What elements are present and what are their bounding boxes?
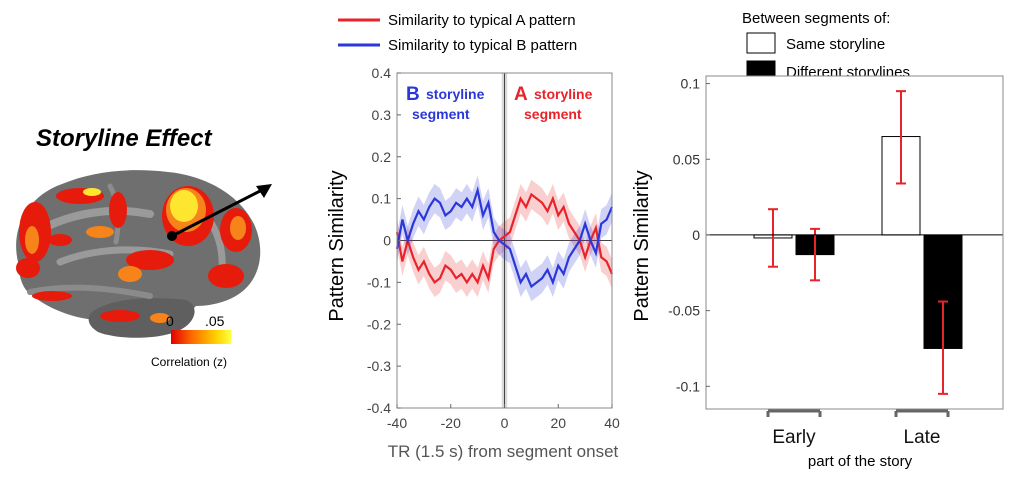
brain-panel: Storyline Effect	[16, 125, 272, 369]
annotation-a-line1: storyline	[534, 86, 593, 102]
category-label-early: Early	[772, 427, 816, 448]
bar-chart: Between segments of: Same storyline Diff…	[631, 10, 1004, 470]
bar-y-axis-label: Pattern Similarity	[631, 170, 653, 321]
activation-map	[16, 186, 252, 323]
y-tick-label: 0	[383, 233, 391, 249]
annotation-b-line2: segment	[412, 106, 470, 122]
legend-label-same: Same storyline	[786, 36, 885, 53]
y-tick-label: 0.3	[372, 107, 392, 123]
line-x-axis-label: TR (1.5 s) from segment onset	[388, 442, 619, 461]
annotation-b-letter: B	[406, 84, 420, 105]
x-tick-label: 40	[604, 415, 620, 431]
bar-legend: Between segments of: Same storyline Diff…	[742, 10, 910, 82]
colorbar-title: Correlation (z)	[151, 355, 227, 369]
x-tick-label: -20	[441, 415, 461, 431]
series-line-a	[395, 192, 614, 285]
bar-y-tick-label: 0.1	[681, 76, 701, 92]
annotation-b-line1: storyline	[426, 86, 485, 102]
series-line-b	[395, 185, 614, 289]
y-tick-label: 0.1	[372, 191, 392, 207]
temporal-lobe	[88, 298, 195, 338]
y-tick-label: 0.2	[372, 149, 392, 165]
pointer-arrow-line	[171, 188, 263, 238]
panel-title: Storyline Effect	[36, 125, 213, 152]
line-y-axis-label: Pattern Similarity	[326, 170, 348, 321]
bar-plot-frame	[705, 75, 1004, 410]
legend-label-b: Similarity to typical B pattern	[388, 37, 577, 54]
x-tick-label: 20	[550, 415, 566, 431]
line-legend: Similarity to typical A pattern Similari…	[338, 12, 577, 54]
annotation-a: A storyline segment	[514, 84, 593, 122]
colorbar: 0 .05 Correlation (z)	[151, 313, 231, 369]
line-plot-area: 0.4 0.3 0.2 0.1 0 -0.1 -0.2 -0.3 -0.4-40 -20 0 20 40	[367, 65, 620, 431]
pointer-arrow-head	[256, 184, 272, 198]
colorbar-min-label: 0	[166, 313, 174, 329]
legend-swatch-same	[746, 32, 776, 54]
y-tick-label: -0.1	[367, 274, 391, 290]
bar-y-tick-label: -0.05	[668, 303, 700, 319]
annotation-a-line2: segment	[524, 106, 582, 122]
bar-y-tick-label: 0.05	[673, 151, 700, 167]
error-band-a	[397, 179, 612, 298]
annotation-a-letter: A	[514, 84, 528, 105]
colorbar-gradient	[171, 330, 231, 344]
sulcus-3	[27, 284, 153, 299]
bar-plot-area: 0.1 0.05 0 -0.05 -0.1 Early Late	[668, 75, 1004, 448]
y-tick-label: -0.2	[367, 316, 391, 332]
bar-y-tick-label: -0.1	[676, 378, 700, 394]
bar-y-tick-label: 0	[692, 227, 700, 243]
x-tick-label: 0	[501, 415, 509, 431]
y-tick-label: 0.4	[372, 65, 392, 81]
category-label-late: Late	[904, 427, 941, 448]
bar-legend-title: Between segments of:	[742, 10, 890, 27]
bar-x-axis-label: part of the story	[808, 453, 913, 470]
error-band-b	[397, 175, 612, 302]
x-tick-label: -40	[387, 415, 407, 431]
brain-image	[16, 170, 272, 338]
y-tick-label: -0.3	[367, 358, 391, 374]
legend-label-a: Similarity to typical A pattern	[388, 12, 576, 29]
annotation-b: B storyline segment	[406, 84, 485, 122]
line-chart: Similarity to typical A pattern Similari…	[326, 12, 620, 461]
colorbar-max-label: .05	[205, 313, 225, 329]
y-tick-label: -0.4	[367, 400, 391, 416]
